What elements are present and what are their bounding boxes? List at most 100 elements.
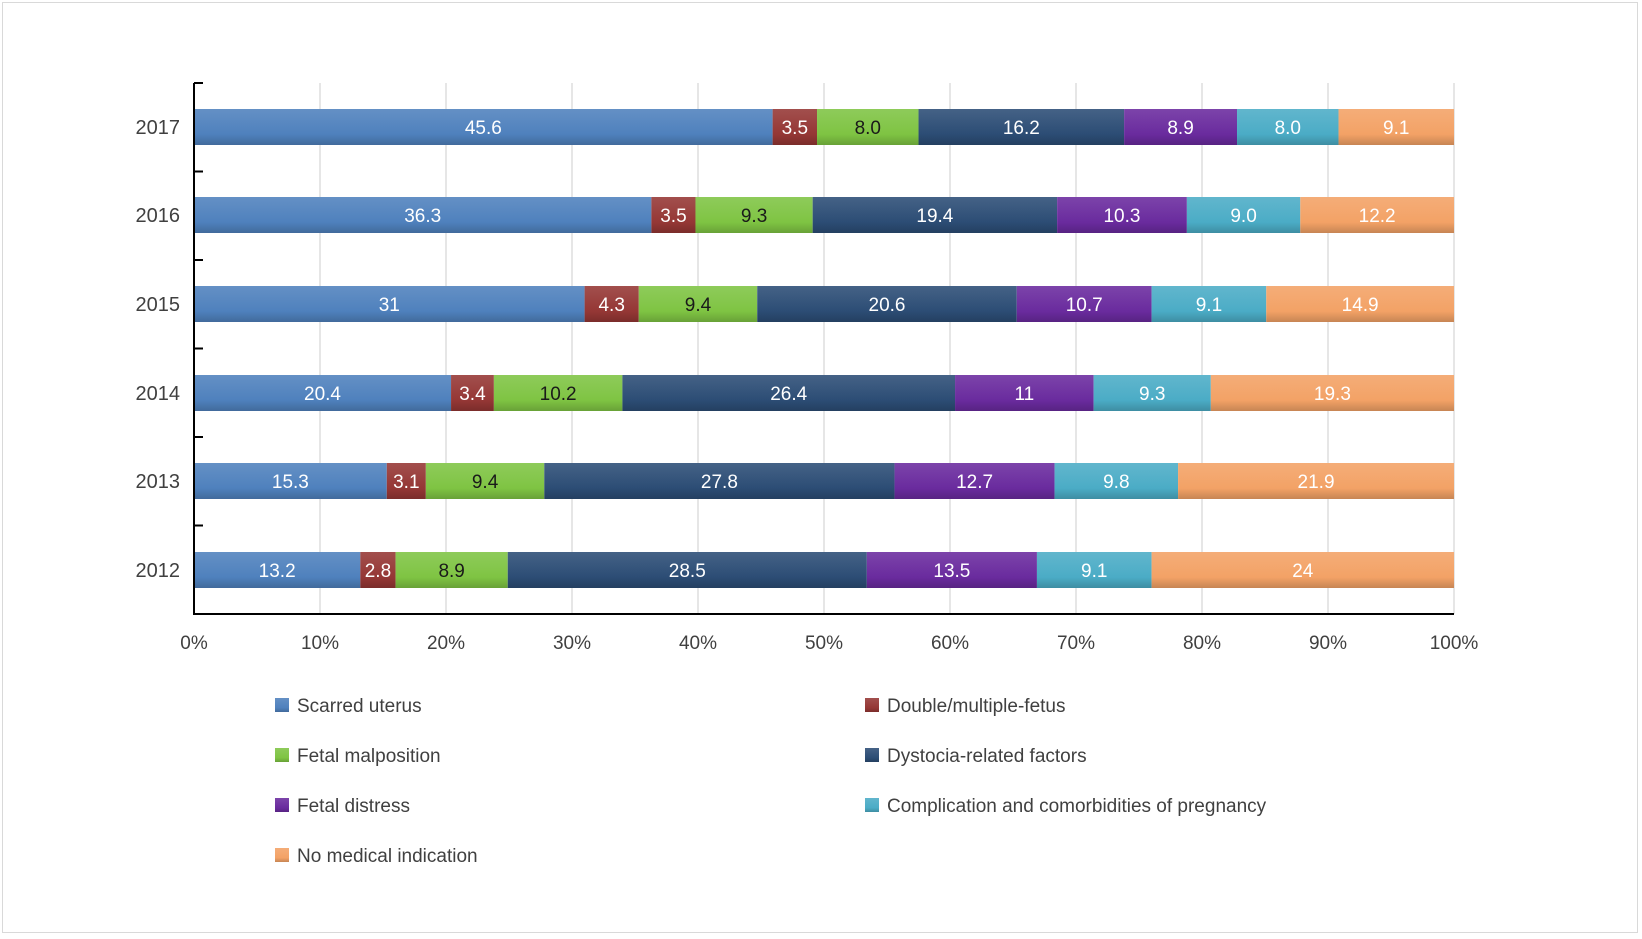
legend-item: Double/multiple-fetus: [865, 696, 1065, 717]
data-label: 15.3: [272, 472, 309, 493]
data-label: 9.8: [1103, 472, 1129, 493]
bar-segment: [1210, 375, 1454, 411]
legend-item: Fetal malposition: [275, 746, 441, 767]
bar-segment: [544, 463, 895, 499]
legend-swatch: [865, 748, 879, 762]
data-label: 9.4: [685, 295, 712, 316]
data-label: 24: [1292, 561, 1314, 582]
category-label: 2012: [136, 560, 181, 582]
data-labels: 45.6 3.5 8.0 16.2 8.9 8.0 9.1 36.3 3.5 9.3 19.4 10.…: [259, 118, 1410, 582]
legend-swatch: [275, 848, 289, 862]
data-label: 8.9: [1167, 118, 1193, 139]
x-tick-label: 30%: [553, 633, 591, 654]
x-tick-label: 90%: [1309, 633, 1347, 654]
category-label: 2014: [136, 383, 181, 405]
bar-segment: [395, 552, 508, 588]
data-label: 12.7: [956, 472, 993, 493]
bar-segment: [584, 286, 639, 322]
data-label: 16.2: [1003, 118, 1040, 139]
bar-segment: [1057, 197, 1187, 233]
bar-segment: [1093, 375, 1211, 411]
data-label: 19.3: [1314, 384, 1351, 405]
category-label: 2015: [136, 294, 181, 316]
stacked-bar-chart: 2017 2016 2015 2014 2013 2012 0% 10% 20% 30% 40% 50…: [136, 82, 1479, 867]
data-label: 36.3: [404, 206, 441, 227]
data-label: 3.5: [660, 206, 686, 227]
data-label: 9.3: [1139, 384, 1165, 405]
data-label: 20.4: [304, 384, 341, 405]
data-label: 21.9: [1298, 472, 1335, 493]
data-label: 13.5: [933, 561, 970, 582]
bar-segment: [360, 552, 396, 588]
legend-item: Scarred uterus: [275, 696, 422, 717]
bar-segment: [622, 375, 956, 411]
bar-segment: [638, 286, 758, 322]
legend-item: No medical indication: [275, 846, 478, 867]
data-label: 3.1: [393, 472, 419, 493]
data-label: 20.6: [869, 295, 906, 316]
data-label: 9.1: [1196, 295, 1222, 316]
bar-segment: [812, 197, 1058, 233]
bar-segment: [1266, 286, 1454, 322]
data-label: 45.6: [465, 118, 502, 139]
data-label: 4.3: [598, 295, 624, 316]
bar-segment: [1300, 197, 1454, 233]
legend-swatch: [865, 698, 879, 712]
bar-segment: [507, 552, 867, 588]
legend-label: Scarred uterus: [297, 696, 422, 717]
legend-swatch: [275, 798, 289, 812]
data-label: 9.0: [1230, 206, 1256, 227]
data-label: 27.8: [701, 472, 738, 493]
legend-swatch: [275, 698, 289, 712]
legend-label: Complication and comorbidities of pregna…: [887, 796, 1267, 817]
data-label: 12.2: [1359, 206, 1396, 227]
data-label: 10.3: [1103, 206, 1140, 227]
bar-segment: [817, 109, 919, 145]
x-tick-label: 50%: [805, 633, 843, 654]
data-label: 3.4: [459, 384, 486, 405]
bar-segment: [651, 197, 696, 233]
legend-label: Double/multiple-fetus: [887, 696, 1065, 717]
bar-segment: [386, 463, 426, 499]
bar-segment: [194, 552, 361, 588]
bar-segment: [194, 463, 387, 499]
data-label: 26.4: [770, 384, 807, 405]
bar-segment: [194, 375, 452, 411]
legend-item: Complication and comorbidities of pregna…: [865, 796, 1267, 817]
legend: Scarred uterus Double/multiple-fetus Fetal…: [275, 696, 1267, 867]
data-label: 9.3: [741, 206, 767, 227]
bar-segment: [894, 463, 1055, 499]
data-label: 10.7: [1066, 295, 1103, 316]
bar-segment: [955, 375, 1094, 411]
data-label: 28.5: [669, 561, 706, 582]
x-tick-label: 40%: [679, 633, 717, 654]
data-label: 9.1: [1081, 561, 1107, 582]
data-label: 31: [379, 295, 400, 316]
legend-label: Fetal distress: [297, 796, 410, 817]
data-label: 8.0: [855, 118, 881, 139]
data-label: 10.2: [540, 384, 577, 405]
legend-label: Dystocia-related factors: [887, 746, 1087, 767]
data-label: 2.8: [365, 561, 391, 582]
bar-segment: [866, 552, 1037, 588]
x-tick-label: 10%: [301, 633, 339, 654]
x-tick-label: 20%: [427, 633, 465, 654]
data-label: 9.1: [1383, 118, 1409, 139]
gridlines: [319, 83, 1455, 614]
bar-segment: [1338, 109, 1454, 145]
x-tick-label: 80%: [1183, 633, 1221, 654]
data-label: 14.9: [1342, 295, 1379, 316]
x-tick-label: 60%: [931, 633, 969, 654]
category-label: 2013: [136, 471, 181, 493]
category-label: 2016: [136, 205, 181, 227]
bar-segment: [772, 109, 818, 145]
bar-segment: [695, 197, 813, 233]
bar-segment: [1054, 463, 1179, 499]
data-label: 8.0: [1275, 118, 1301, 139]
x-tick-label: 100%: [1430, 633, 1479, 654]
x-tick-label: 70%: [1057, 633, 1095, 654]
bar-segment: [918, 109, 1125, 145]
x-tick-label: 0%: [180, 633, 208, 654]
bar-segment: [493, 375, 623, 411]
